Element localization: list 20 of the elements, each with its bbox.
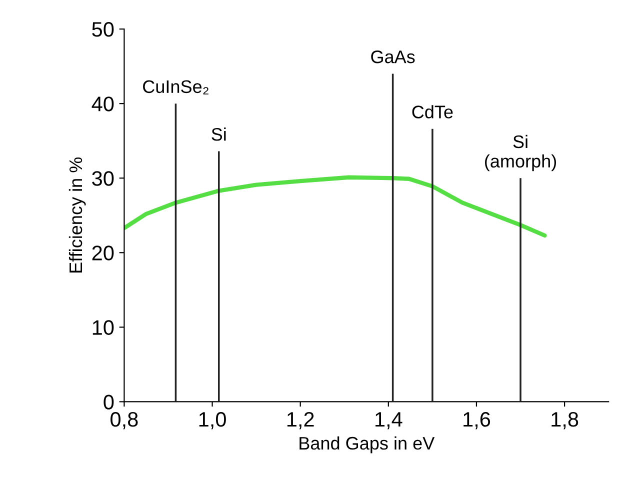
x-tick-label: 1,6: [464, 412, 490, 430]
y-tick-label: 0: [104, 394, 114, 410]
annotation: CdTe: [412, 105, 453, 118]
annotation: Si: [212, 128, 226, 141]
y-tick-label: 40: [92, 96, 114, 112]
x-tick-label: 1,0: [199, 412, 226, 430]
x-tick-label: 1,2: [287, 412, 314, 430]
y-tick-label: 50: [92, 22, 114, 37]
y-tick-label: 30: [92, 171, 114, 186]
annotation: CuInSe₂: [143, 80, 208, 94]
x-tick-label: 1,4: [376, 412, 402, 430]
annotation: Si (amorph): [485, 134, 556, 172]
annotation: GaAs: [371, 50, 415, 64]
x-axis-title: Band Gaps in eV: [300, 436, 435, 454]
y-axis-title: Efficiency in %: [68, 157, 86, 272]
x-tick-label: 0,8: [110, 412, 138, 430]
y-tick-label: 20: [92, 246, 114, 260]
x-tick-label: 1,8: [552, 412, 578, 430]
line-series: [124, 175, 547, 238]
y-tick-label: 10: [92, 320, 114, 335]
